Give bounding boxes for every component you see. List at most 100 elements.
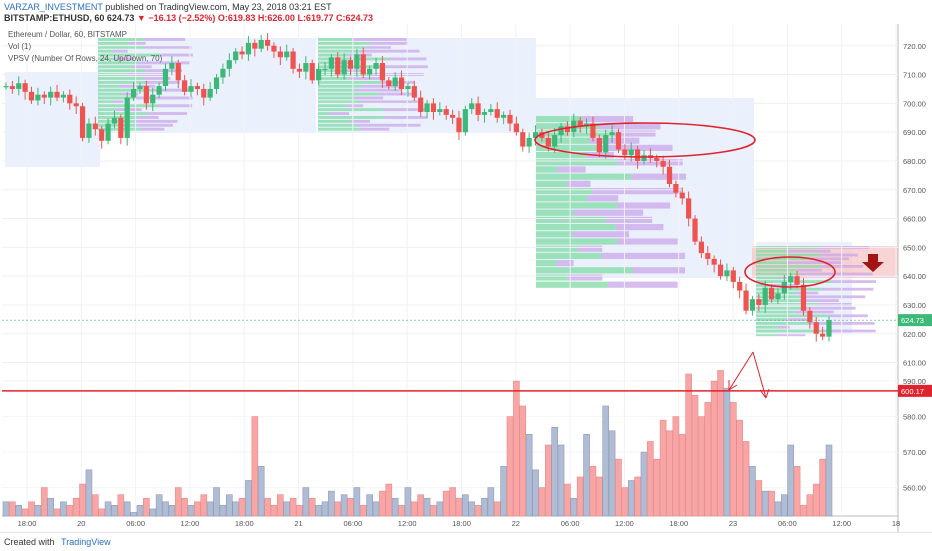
profile-down-0-5: [117, 57, 135, 61]
volume-bar: [564, 483, 571, 517]
profile-down-1-12: [361, 84, 400, 88]
candle-body: [290, 51, 296, 69]
candle-body: [201, 88, 207, 98]
profile-up-2-14: [536, 216, 606, 223]
tradingview-logo[interactable]: TradingView: [61, 537, 111, 547]
volume-bar: [474, 505, 482, 517]
candle-body: [418, 97, 424, 112]
profile-up-3-23: [756, 333, 777, 337]
x-tick-label: 18: [892, 519, 900, 528]
candle-body: [130, 88, 137, 98]
volume-bar: [455, 497, 463, 517]
profile-down-3-9: [831, 280, 876, 283]
volume-bar: [104, 501, 112, 517]
volume-bar: [162, 501, 169, 517]
volume-bar: [149, 508, 157, 517]
profile-up-1-6: [318, 61, 334, 65]
profile-down-2-14: [605, 216, 653, 223]
profile-down-3-15: [818, 303, 852, 306]
candle-body: [641, 155, 647, 161]
profile-up-3-16: [756, 306, 806, 310]
x-tick-label: 12:00: [181, 519, 200, 528]
candle-body: [86, 123, 92, 138]
profile-up-0-3: [98, 49, 113, 53]
profile-up-2-16: [536, 231, 574, 238]
volume-bar: [602, 405, 610, 517]
vol-tick-label: 590.00: [903, 377, 926, 386]
candle-body: [398, 77, 405, 89]
candle-body: [705, 253, 711, 259]
volume-bar: [92, 494, 99, 517]
profile-up-2-6: [536, 159, 618, 166]
profile-up-0-12: [98, 84, 120, 88]
profile-up-1-22: [318, 123, 358, 127]
volume-bar: [449, 487, 456, 517]
candle-body: [743, 290, 749, 311]
volume-bar: [506, 416, 514, 517]
profile-down-1-0: [352, 38, 408, 41]
candle-body: [156, 86, 162, 95]
ohlc-text: O:619.83 H:626.00 L:619.77 C:624.73: [217, 13, 373, 23]
profile-up-0-13: [98, 88, 154, 92]
profile-down-2-15: [615, 224, 664, 231]
candle-body: [437, 109, 443, 112]
volume-bar: [755, 480, 763, 517]
volume-bar: [640, 451, 648, 517]
footer: Created with TradingView: [0, 532, 932, 551]
x-tick-label: 06:00: [126, 519, 145, 528]
profile-up-2-17: [536, 238, 618, 245]
price-chart[interactable]: 610.00 620.00 630.00 640.00 650.00 660.00 670.…: [0, 24, 932, 532]
profile-down-3-22: [823, 329, 876, 333]
profile-up-1-15: [318, 96, 356, 100]
candle-body: [577, 120, 583, 127]
volume-bar: [627, 480, 635, 517]
level-label: 600.17: [901, 387, 924, 396]
profile-down-1-13: [354, 88, 401, 92]
profile-up-3-17: [756, 310, 795, 314]
x-tick-label: 21: [294, 519, 302, 528]
profile-down-2-16: [573, 231, 630, 238]
profile-down-2-13: [574, 209, 644, 216]
profile-down-1-18: [383, 108, 428, 112]
profile-down-0-21: [134, 119, 178, 123]
candle-body: [532, 132, 539, 138]
candle-body: [730, 270, 736, 282]
volume-bar: [219, 505, 227, 517]
profile-up-2-13: [536, 209, 575, 216]
candle-body: [354, 54, 360, 69]
publish-info: published on TradingView.com, May 23, 20…: [105, 2, 332, 12]
candle-body: [335, 57, 341, 75]
symbol-name: BITSTAMP:ETHUSD, 60: [4, 13, 105, 23]
volume-bar: [28, 501, 35, 517]
y-tick-label: 610.00: [903, 359, 926, 368]
candle-body: [233, 51, 239, 61]
profile-down-2-8: [631, 173, 686, 180]
profile-down-1-16: [360, 100, 424, 104]
profile-down-0-13: [153, 88, 189, 92]
volume-bar: [551, 426, 558, 517]
volume-bar: [462, 494, 469, 517]
candle-body: [284, 51, 290, 58]
candle-body: [692, 218, 698, 242]
candle-body: [296, 68, 303, 72]
profile-down-0-15: [133, 96, 193, 100]
x-tick-label: 20: [77, 519, 85, 528]
symbol-line: BITSTAMP:ETHUSD, 60 624.73 ▼ −16.13 (−2.…: [4, 13, 373, 23]
profile-up-1-19: [318, 112, 330, 115]
candle-body: [386, 80, 392, 87]
volume-bar: [781, 494, 788, 517]
profile-down-2-9: [567, 180, 591, 187]
volume-bar: [155, 494, 163, 517]
author-link[interactable]: VARZAR_INVESTMENT: [4, 2, 103, 12]
candle-body: [513, 123, 519, 133]
candle-body: [424, 103, 430, 112]
last-price-label: 624.73: [901, 316, 924, 325]
profile-up-2-11: [536, 195, 587, 202]
x-tick-label: 18:00: [18, 519, 37, 528]
volume-bar: [487, 487, 495, 517]
volume-bar: [328, 490, 335, 517]
volume-bar: [187, 505, 195, 517]
candle-body: [756, 299, 762, 305]
profile-up-2-10: [536, 188, 593, 195]
profile-up-0-15: [98, 96, 134, 100]
